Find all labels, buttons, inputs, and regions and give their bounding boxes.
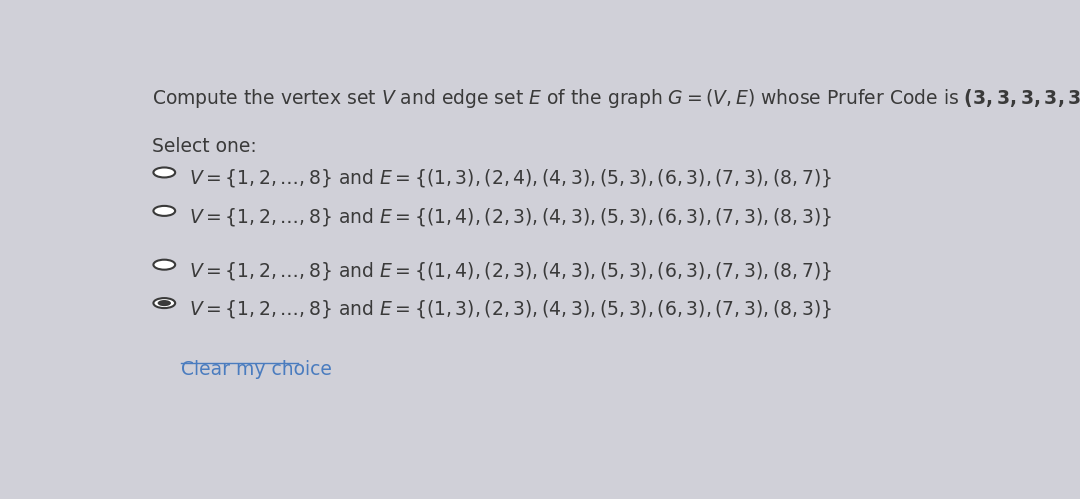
Text: Select one:: Select one:	[151, 137, 256, 156]
Text: Clear my choice: Clear my choice	[181, 360, 332, 379]
Circle shape	[158, 300, 171, 306]
Circle shape	[153, 206, 175, 216]
Text: Compute the vertex set $V$ and edge set $E$ of the graph $G = (V, E)$ whose Pruf: Compute the vertex set $V$ and edge set …	[151, 87, 1080, 110]
Circle shape	[153, 168, 175, 178]
Text: $V = \{1, 2, \ldots, 8\}$ and $E = \{(1, 4), (2, 3), (4, 3), (5, 3), (6, 3), (7,: $V = \{1, 2, \ldots, 8\}$ and $E = \{(1,…	[189, 259, 833, 281]
Circle shape	[153, 259, 175, 269]
Text: $V = \{1, 2, \ldots, 8\}$ and $E = \{(1, 3), (2, 4), (4, 3), (5, 3), (6, 3), (7,: $V = \{1, 2, \ldots, 8\}$ and $E = \{(1,…	[189, 168, 833, 190]
Text: $V = \{1, 2, \ldots, 8\}$ and $E = \{(1, 4), (2, 3), (4, 3), (5, 3), (6, 3), (7,: $V = \{1, 2, \ldots, 8\}$ and $E = \{(1,…	[189, 206, 833, 228]
Circle shape	[153, 298, 175, 308]
Text: $V = \{1, 2, \ldots, 8\}$ and $E = \{(1, 3), (2, 3), (4, 3), (5, 3), (6, 3), (7,: $V = \{1, 2, \ldots, 8\}$ and $E = \{(1,…	[189, 298, 833, 320]
